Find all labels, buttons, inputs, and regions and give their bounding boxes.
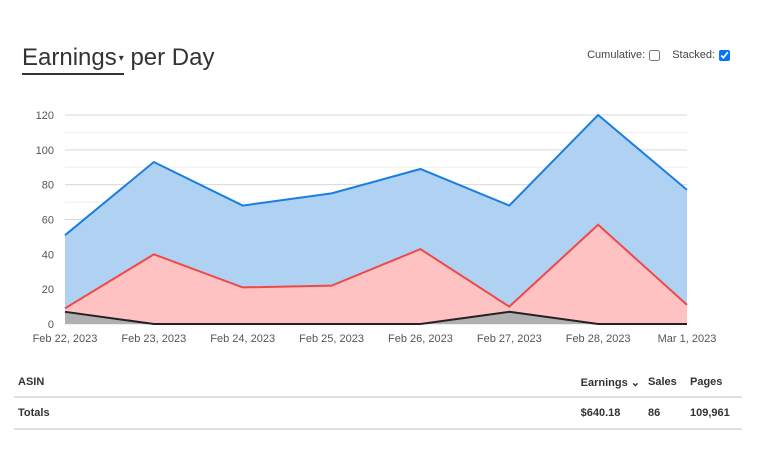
series-line (64, 223, 688, 310)
metric-dropdown[interactable]: Earnings ▾ (22, 44, 124, 75)
x-tick-label: Feb 24, 2023 (210, 333, 275, 345)
earnings-header-label: Earnings (580, 376, 628, 389)
stacked-checkbox[interactable] (719, 49, 730, 61)
title-suffix: per Day (130, 44, 215, 71)
header-sales[interactable]: Sales (644, 368, 686, 398)
x-tick-label: Feb 27, 2023 (477, 333, 542, 345)
series-line (64, 113, 688, 236)
caret-down-icon: ▾ (118, 53, 124, 65)
table-header-row: ASIN Earnings ⌄ Sales Pages (14, 368, 742, 398)
series-area (65, 224, 687, 324)
totals-row: Totals $640.18 86 109,961 (14, 397, 742, 430)
chart-options: Cumulative: Stacked: (587, 49, 730, 61)
y-tick-label: 100 (36, 145, 54, 157)
y-tick-label: 120 (36, 110, 54, 122)
totals-label: Totals (14, 397, 577, 430)
series-area (65, 115, 687, 324)
x-tick-label: Feb 22, 2023 (33, 333, 98, 345)
chart-title: Earnings ▾ per Day (22, 44, 215, 75)
y-tick-label: 0 (48, 319, 54, 331)
series-line (64, 310, 687, 325)
totals-earnings: $640.18 (576, 397, 644, 430)
stacked-label: Stacked: (672, 49, 715, 61)
x-tick-label: Feb 26, 2023 (388, 333, 453, 345)
header-asin[interactable]: ASIN (14, 368, 577, 398)
x-tick-label: Feb 25, 2023 (299, 333, 364, 345)
header-pages[interactable]: Pages (686, 368, 742, 398)
y-tick-label: 40 (42, 249, 54, 261)
x-tick-label: Feb 28, 2023 (566, 333, 631, 345)
x-tick-label: Mar 1, 2023 (658, 333, 717, 345)
x-tick-label: Feb 23, 2023 (121, 333, 186, 345)
metric-label: Earnings (22, 44, 117, 71)
earnings-area-chart: 0 20 40 60 80 100 120 Feb 22, 2023 Feb 23, 2023 F… (33, 110, 717, 345)
totals-pages: 109,961 (686, 397, 742, 430)
earnings-table: ASIN Earnings ⌄ Sales Pages Totals $640.… (14, 368, 742, 430)
header-earnings[interactable]: Earnings ⌄ (576, 368, 644, 398)
sort-chevron-icon: ⌄ (630, 376, 640, 389)
cumulative-label: Cumulative: (587, 49, 646, 61)
y-tick-label: 80 (42, 180, 54, 192)
y-tick-label: 60 (42, 215, 54, 227)
y-tick-label: 20 (42, 284, 54, 296)
totals-sales: 86 (644, 397, 686, 430)
cumulative-checkbox[interactable] (649, 49, 661, 61)
